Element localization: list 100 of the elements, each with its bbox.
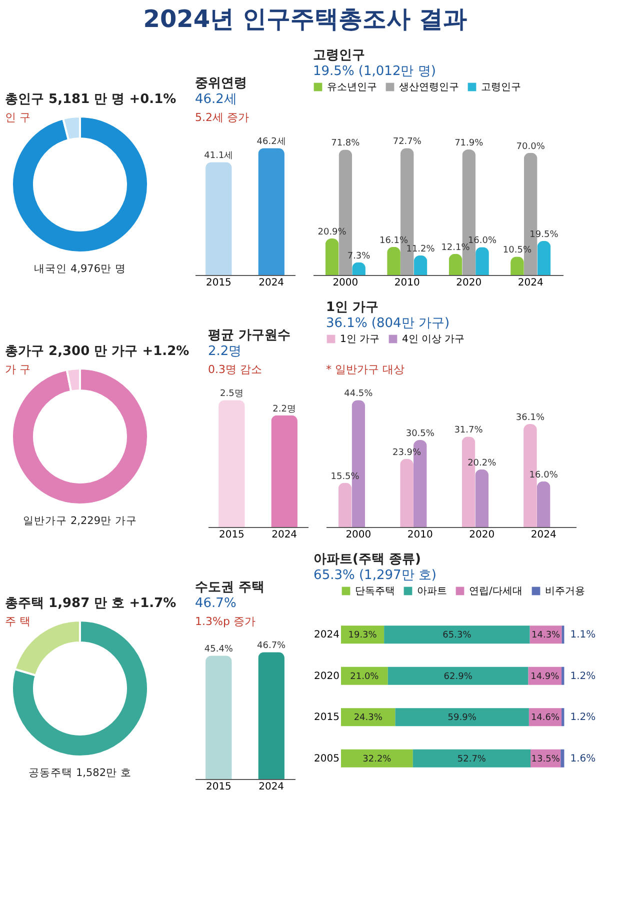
legend-label: 아파트	[417, 586, 447, 597]
chart-title: 1인 가구	[326, 300, 379, 315]
bar	[560, 749, 564, 768]
chart-subtitle: 65.3% (1,297만 호)	[314, 568, 436, 583]
data-label: 12.1%	[441, 242, 470, 253]
legend-label: 생산연령인구	[399, 82, 459, 93]
data-label: 1.2%	[570, 670, 596, 682]
legend-label: 고령인구	[481, 82, 521, 93]
bar	[536, 481, 550, 527]
data-label: 11.2%	[406, 244, 436, 254]
slice-label: 내국인 4,976만 명	[34, 263, 126, 275]
x-tick-label: 2010	[407, 530, 433, 540]
x-tick-label: 2024	[518, 278, 544, 288]
bar	[341, 708, 396, 726]
data-label: 1.2%	[570, 712, 596, 724]
slice-label: 공동주택 1,582만 호	[28, 767, 132, 779]
data-label: 19.5%	[530, 230, 559, 240]
x-tick-label: 2020	[469, 530, 495, 540]
chart-subtitle: 36.1% (804만 가구)	[326, 316, 450, 331]
data-label: 10.5%	[502, 246, 532, 256]
chart-title: 아파트(주택 종류)	[314, 552, 421, 567]
data-label: 72.7%	[392, 137, 422, 148]
data-label: 20.2%	[468, 458, 497, 468]
data-label: 65.3%	[442, 630, 472, 641]
x-tick-label: 2015	[206, 278, 232, 288]
chart-title: 수도권 주택	[195, 580, 265, 595]
x-tick-label: 2024	[272, 530, 298, 540]
chart-title: 고령인구	[313, 48, 365, 63]
chart-subtitle: 19.5% (1,012만 명)	[313, 64, 436, 79]
data-label: 1.1%	[570, 630, 596, 641]
slice-label: 일반가구 2,229만 가구	[23, 515, 137, 527]
data-label: 21.0%	[350, 672, 380, 682]
bar	[341, 749, 413, 768]
x-tick-label: 2015	[218, 530, 244, 540]
data-label: 15.5%	[330, 472, 360, 482]
legend-label: 연립/다세대	[469, 586, 522, 597]
bar	[400, 458, 414, 527]
data-label: 2.2명	[272, 404, 296, 414]
x-tick-label: 2000	[346, 530, 372, 540]
text: * 일반가구 대상	[326, 363, 404, 376]
y-tick-label: 2005	[314, 753, 340, 764]
bar	[338, 482, 352, 527]
text: 1.3%p 증가	[195, 615, 256, 628]
legend-label: 비주거용	[545, 586, 585, 597]
data-label: 71.8%	[331, 138, 360, 149]
x-tick-label: 2020	[456, 278, 482, 288]
data-label: 44.5%	[344, 389, 374, 400]
data-label: 36.1%	[516, 413, 545, 424]
text: 5.2세 증가	[195, 111, 249, 124]
data-label: 24.3%	[354, 713, 383, 724]
bar	[341, 666, 388, 685]
chart-title: 총주택 1,987 만 호 +1.7%	[5, 596, 176, 611]
bar	[388, 666, 528, 685]
x-tick-label: 2024	[258, 278, 284, 288]
data-label: 70.0%	[516, 142, 546, 152]
x-tick-label: 2010	[394, 278, 420, 288]
x-tick-label: 2024	[530, 530, 556, 540]
x-tick-label: 2000	[332, 278, 358, 288]
y-tick-label: 2020	[314, 670, 340, 682]
data-label: 7.3%	[347, 251, 371, 262]
chart-title: 총인구 5,181 만 명 +0.1%	[5, 92, 176, 107]
data-label: 71.9%	[454, 138, 484, 148]
chart-subtitle: 46.2세	[195, 92, 237, 107]
bar	[448, 254, 462, 275]
data-label: 16.0%	[468, 236, 497, 246]
data-label: 46.2세	[256, 137, 286, 148]
bar	[384, 626, 530, 644]
text: 주 택	[5, 615, 30, 628]
bar	[537, 240, 551, 275]
data-label: 23.9%	[392, 448, 422, 458]
data-label: 1.6%	[570, 753, 596, 764]
data-label: 14.6%	[530, 713, 560, 724]
bar	[562, 666, 564, 685]
bar	[325, 238, 339, 275]
data-label: 13.5%	[531, 754, 560, 764]
data-label: 30.5%	[406, 429, 435, 440]
chart-title: 중위연령	[195, 76, 247, 91]
y-tick-label: 2024	[314, 630, 340, 641]
data-label: 31.7%	[454, 426, 484, 436]
text: 0.3명 감소	[208, 363, 262, 376]
y-tick-label: 2015	[314, 712, 340, 724]
chart-title: 평균 가구원수	[208, 328, 291, 343]
text: 인 구	[5, 111, 30, 124]
chart-subtitle: 46.7%	[195, 596, 236, 611]
data-label: 52.7%	[457, 754, 486, 764]
bar	[475, 469, 489, 527]
text: 가 구	[5, 363, 30, 376]
data-label: 16.0%	[529, 470, 558, 480]
data-label: 59.9%	[448, 713, 477, 724]
data-label: 16.1%	[379, 236, 409, 246]
data-label: 62.9%	[444, 672, 473, 682]
chart-title: 총가구 2,300 만 가구 +1.2%	[5, 344, 190, 359]
chart-subtitle: 2.2명	[208, 344, 242, 359]
bar	[395, 708, 529, 726]
text: 2024년 인구주택총조사 결과	[143, 5, 467, 33]
data-label: 41.1세	[204, 151, 234, 162]
data-label: 20.9%	[318, 228, 347, 238]
data-label: 14.3%	[532, 630, 561, 641]
legend-label: 단독주택	[355, 586, 395, 597]
data-label: 45.4%	[204, 644, 234, 655]
